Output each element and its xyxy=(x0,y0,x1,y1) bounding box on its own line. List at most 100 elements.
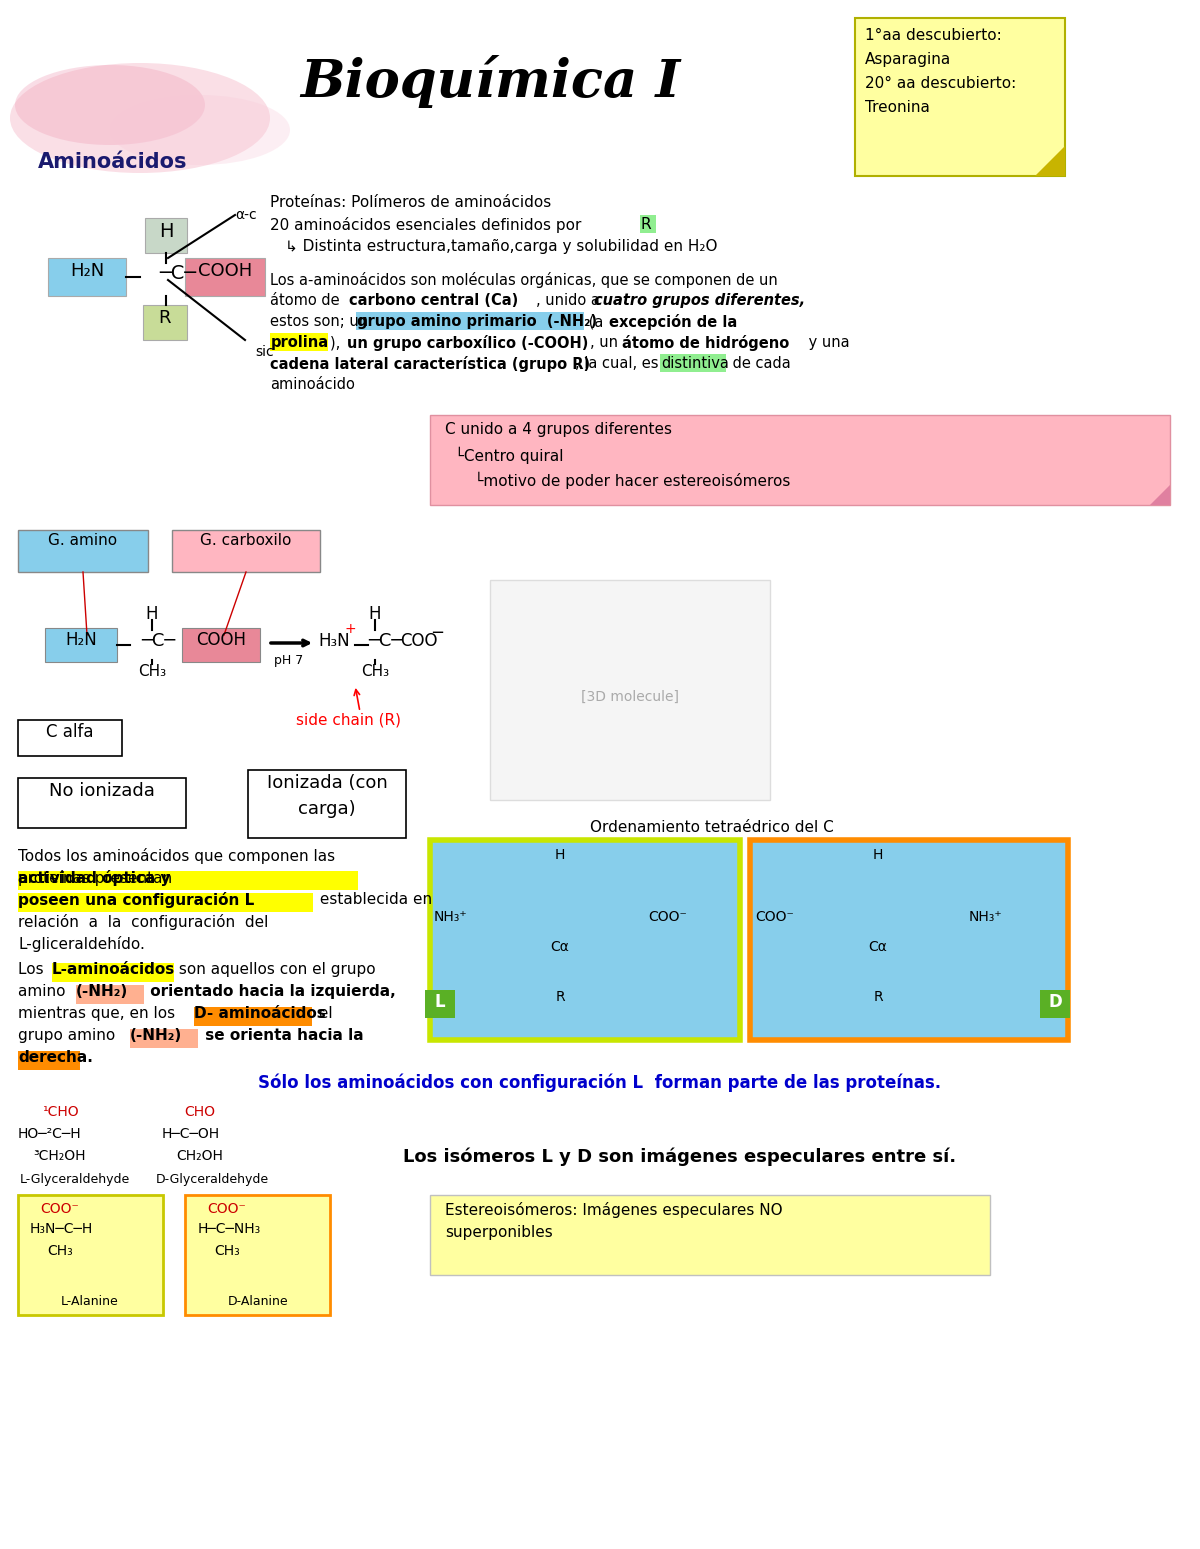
Text: H₃N: H₃N xyxy=(318,632,349,651)
FancyBboxPatch shape xyxy=(76,985,144,1004)
Text: mientras que, en los: mientras que, en los xyxy=(18,1005,180,1021)
Text: cadena lateral característica (grupo R): cadena lateral característica (grupo R) xyxy=(270,356,590,372)
Text: D-Alanine: D-Alanine xyxy=(228,1295,288,1307)
Text: G. amino: G. amino xyxy=(48,533,118,548)
Text: ─C─: ─C─ xyxy=(158,263,196,283)
Text: CH₃: CH₃ xyxy=(138,665,166,678)
Text: derecha.: derecha. xyxy=(18,1050,92,1066)
Text: ³CH₂OH: ³CH₂OH xyxy=(34,1149,86,1163)
Text: COO⁻: COO⁻ xyxy=(41,1202,79,1216)
Text: amino: amino xyxy=(18,984,71,999)
Text: (-NH₂): (-NH₂) xyxy=(76,984,128,999)
Text: L: L xyxy=(434,993,445,1011)
Text: relación  a  la  configuración  del: relación a la configuración del xyxy=(18,914,269,929)
Text: Los isómeros L y D son imágenes especulares entre sí.: Los isómeros L y D son imágenes especula… xyxy=(403,1148,956,1166)
FancyBboxPatch shape xyxy=(18,778,186,829)
FancyBboxPatch shape xyxy=(172,530,320,572)
Text: R: R xyxy=(556,990,565,1004)
Text: excepción de la: excepción de la xyxy=(610,314,737,330)
FancyBboxPatch shape xyxy=(248,770,406,838)
FancyBboxPatch shape xyxy=(145,218,187,252)
Text: +: + xyxy=(346,623,356,637)
Text: ↳ Distinta estructura,tamaño,carga y solubilidad en H₂O: ↳ Distinta estructura,tamaño,carga y sol… xyxy=(286,239,718,254)
Text: COO⁻: COO⁻ xyxy=(208,1202,246,1216)
Text: COOH: COOH xyxy=(196,630,246,649)
Text: NH₃⁺: NH₃⁺ xyxy=(968,909,1002,925)
Text: establecida en: establecida en xyxy=(314,892,432,908)
Text: COO⁻: COO⁻ xyxy=(648,909,688,925)
Text: ),: ), xyxy=(330,335,344,350)
Text: R: R xyxy=(158,308,172,327)
Text: Aminoácidos: Aminoácidos xyxy=(38,152,187,172)
Polygon shape xyxy=(1150,485,1170,505)
Text: distintiva: distintiva xyxy=(661,356,728,372)
FancyBboxPatch shape xyxy=(18,720,122,756)
Text: No ionizada: No ionizada xyxy=(49,782,155,799)
Text: R: R xyxy=(874,990,883,1004)
Text: átomo de: átomo de xyxy=(270,293,344,308)
Text: Estereoisómeros: Imágenes especulares NO: Estereoisómeros: Imágenes especulares NO xyxy=(445,1202,782,1218)
FancyBboxPatch shape xyxy=(194,1007,312,1025)
Text: , la cual, es: , la cual, es xyxy=(575,356,664,372)
Text: COOH: COOH xyxy=(198,262,252,280)
Text: [3D molecule]: [3D molecule] xyxy=(581,689,679,703)
FancyBboxPatch shape xyxy=(356,311,584,330)
Text: pH 7: pH 7 xyxy=(274,654,304,668)
Text: side chain (R): side chain (R) xyxy=(295,713,401,726)
Text: proteínas presentan: proteínas presentan xyxy=(18,871,178,886)
Text: COO: COO xyxy=(400,632,438,651)
FancyBboxPatch shape xyxy=(52,963,174,982)
FancyBboxPatch shape xyxy=(18,871,358,891)
Text: H─C─OH: H─C─OH xyxy=(162,1128,220,1142)
FancyBboxPatch shape xyxy=(18,894,313,912)
Text: Ordenamiento tetraédrico del C: Ordenamiento tetraédrico del C xyxy=(590,819,834,835)
Text: H─C─NH₃: H─C─NH₃ xyxy=(198,1222,262,1236)
Text: CH₃: CH₃ xyxy=(47,1244,73,1258)
Text: (-NH₂): (-NH₂) xyxy=(130,1029,182,1042)
Text: átomo de hidrógeno: átomo de hidrógeno xyxy=(622,335,790,352)
Text: ─: ─ xyxy=(432,624,442,641)
Text: actividad óptica y: actividad óptica y xyxy=(18,871,170,886)
Text: de cada: de cada xyxy=(728,356,791,372)
Text: H: H xyxy=(554,847,565,861)
FancyBboxPatch shape xyxy=(425,990,455,1018)
Text: NH₃⁺: NH₃⁺ xyxy=(433,909,467,925)
Ellipse shape xyxy=(10,64,270,173)
FancyBboxPatch shape xyxy=(430,415,1170,505)
Text: carbono central (Ca): carbono central (Ca) xyxy=(349,293,518,308)
FancyBboxPatch shape xyxy=(640,215,656,232)
Ellipse shape xyxy=(110,94,290,166)
Text: L-Alanine: L-Alanine xyxy=(61,1295,119,1307)
Text: H₃N─C─H: H₃N─C─H xyxy=(30,1222,94,1236)
FancyBboxPatch shape xyxy=(48,259,126,296)
FancyBboxPatch shape xyxy=(270,333,328,352)
Text: └Centro quiral: └Centro quiral xyxy=(445,448,564,465)
Text: Los a-aminoácidos son moléculas orgánicas, que se componen de un: Los a-aminoácidos son moléculas orgánica… xyxy=(270,273,778,288)
Text: CH₃: CH₃ xyxy=(214,1244,240,1258)
Text: Bioquímica I: Bioquímica I xyxy=(300,56,680,108)
FancyBboxPatch shape xyxy=(46,627,118,661)
Text: COO⁻: COO⁻ xyxy=(756,909,794,925)
Text: prolina: prolina xyxy=(271,335,329,350)
Text: D- aminoácidos: D- aminoácidos xyxy=(194,1005,325,1021)
Text: 20 aminoácidos esenciales definidos por: 20 aminoácidos esenciales definidos por xyxy=(270,217,587,232)
Text: L-Glyceraldehyde: L-Glyceraldehyde xyxy=(20,1173,130,1187)
FancyBboxPatch shape xyxy=(185,1194,330,1315)
Text: aminoácido: aminoácido xyxy=(270,376,355,392)
Text: H: H xyxy=(368,606,382,623)
Text: D-Glyceraldehyde: D-Glyceraldehyde xyxy=(156,1173,269,1187)
Text: α-c: α-c xyxy=(235,208,257,222)
Text: CH₂OH: CH₂OH xyxy=(176,1149,223,1163)
Text: sic: sic xyxy=(256,345,274,359)
Text: Treonina: Treonina xyxy=(865,101,930,115)
Text: H: H xyxy=(872,847,883,861)
Text: un grupo carboxílico (-COOH): un grupo carboxílico (-COOH) xyxy=(347,335,588,352)
Text: ─C─: ─C─ xyxy=(142,632,175,651)
Text: Cα: Cα xyxy=(869,940,888,954)
Text: Asparagina: Asparagina xyxy=(865,53,952,67)
Text: L-aminoácidos: L-aminoácidos xyxy=(52,962,175,977)
FancyBboxPatch shape xyxy=(430,1194,990,1275)
FancyBboxPatch shape xyxy=(490,579,770,799)
Text: H: H xyxy=(158,222,173,242)
FancyBboxPatch shape xyxy=(1040,990,1070,1018)
